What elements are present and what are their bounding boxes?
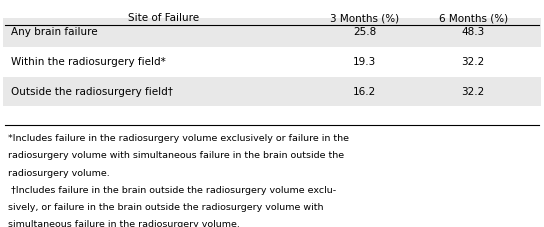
Text: Any brain failure: Any brain failure bbox=[11, 27, 97, 37]
Text: Site of Failure: Site of Failure bbox=[128, 13, 199, 23]
Text: Outside the radiosurgery field†: Outside the radiosurgery field† bbox=[11, 87, 173, 97]
Text: radiosurgery volume with simultaneous failure in the brain outside the: radiosurgery volume with simultaneous fa… bbox=[8, 151, 344, 160]
Bar bbox=[3, 18, 541, 47]
Text: *Includes failure in the radiosurgery volume exclusively or failure in the: *Includes failure in the radiosurgery vo… bbox=[8, 134, 349, 143]
Text: Within the radiosurgery field*: Within the radiosurgery field* bbox=[11, 57, 165, 67]
Text: 6 Months (%): 6 Months (%) bbox=[438, 13, 508, 23]
Text: 25.8: 25.8 bbox=[353, 27, 376, 37]
Text: 32.2: 32.2 bbox=[462, 57, 485, 67]
Bar bbox=[3, 48, 541, 76]
Text: †Includes failure in the brain outside the radiosurgery volume exclu-: †Includes failure in the brain outside t… bbox=[8, 186, 336, 195]
Text: 19.3: 19.3 bbox=[353, 57, 376, 67]
Bar bbox=[3, 77, 541, 106]
Text: 3 Months (%): 3 Months (%) bbox=[330, 13, 399, 23]
Text: 48.3: 48.3 bbox=[462, 27, 485, 37]
Text: simultaneous failure in the radiosurgery volume.: simultaneous failure in the radiosurgery… bbox=[8, 220, 240, 227]
Text: 32.2: 32.2 bbox=[462, 87, 485, 97]
Text: 16.2: 16.2 bbox=[353, 87, 376, 97]
Text: radiosurgery volume.: radiosurgery volume. bbox=[8, 169, 110, 178]
Text: sively, or failure in the brain outside the radiosurgery volume with: sively, or failure in the brain outside … bbox=[8, 203, 324, 212]
